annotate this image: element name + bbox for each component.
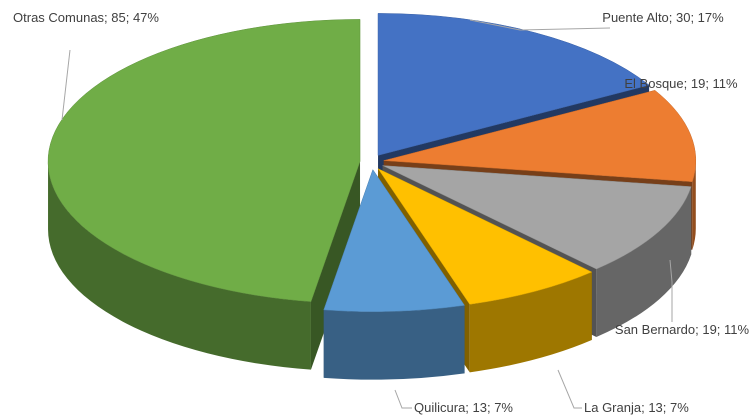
- data-label: Quilicura; 13; 7%: [414, 400, 513, 415]
- slice-side: [469, 272, 592, 373]
- data-label: El Bosque; 19; 11%: [624, 76, 738, 91]
- slice-side: [323, 305, 465, 380]
- leader-line: [669, 259, 673, 322]
- leader-line: [61, 49, 71, 121]
- slice-side: [596, 186, 692, 337]
- pie-slice: [382, 165, 692, 270]
- leader-line: [394, 389, 412, 409]
- pie-slice: [377, 13, 650, 156]
- pie-slice: [383, 90, 697, 182]
- leader-line: [469, 19, 611, 31]
- data-label: Otras Comunas; 85; 47%: [13, 10, 159, 25]
- pie-slice: [47, 19, 361, 302]
- leader-line: [557, 369, 582, 409]
- pie-slice: [377, 167, 593, 305]
- slice-side: [310, 161, 361, 370]
- data-label: San Bernardo; 19; 11%: [614, 322, 750, 337]
- slices: [47, 13, 697, 380]
- slice-side: [692, 160, 696, 250]
- data-label: Puente Alto; 30; 17%: [602, 10, 724, 25]
- data-label: La Granja; 13; 7%: [584, 400, 689, 415]
- pie-slice: [323, 169, 465, 312]
- leader-lines: [61, 19, 673, 409]
- slice-side: [48, 161, 311, 370]
